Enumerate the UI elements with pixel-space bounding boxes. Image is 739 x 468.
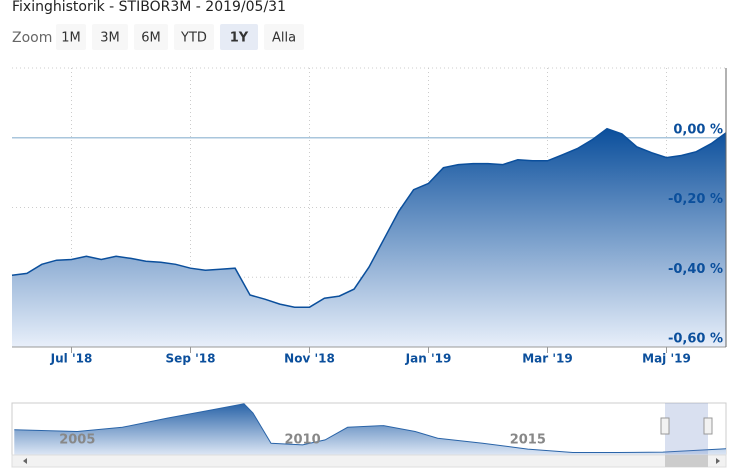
area-fill bbox=[12, 128, 726, 347]
y-tick-label: 0,00 % bbox=[673, 122, 723, 137]
chart-title: Fixinghistorik - STIBOR3M - 2019/05/31 bbox=[12, 0, 286, 15]
zoom-button[interactable] bbox=[264, 24, 304, 50]
zoom-buttons: 1M 3M 6M YTD 1Y Alla bbox=[56, 24, 304, 50]
y-tick-label: -0,20 % bbox=[668, 192, 723, 207]
zoom-button-label[interactable]: YTD bbox=[180, 31, 207, 46]
x-tick-label: Mar '19 bbox=[522, 352, 573, 366]
zoom-button-label[interactable]: 1Y bbox=[230, 31, 249, 46]
plot-area: Jul '18 Sep '18 Nov '18 Jan '19 Mar '19 Maj '… bbox=[11, 67, 727, 366]
zoom-button[interactable] bbox=[220, 24, 258, 50]
zoom-button[interactable] bbox=[174, 24, 214, 50]
navigator-selection[interactable] bbox=[665, 403, 708, 455]
x-tick-label: Jan '19 bbox=[405, 352, 452, 366]
x-tick-label: Nov '18 bbox=[284, 352, 335, 366]
scrollbar-thumb[interactable] bbox=[665, 455, 708, 467]
scroll-right-arrow[interactable] bbox=[716, 458, 720, 464]
navigator-line bbox=[14, 403, 727, 453]
navigator-handle-left[interactable] bbox=[660, 417, 670, 435]
navigator-tick-label: 2010 bbox=[284, 433, 320, 448]
navigator-handle-right[interactable] bbox=[703, 417, 713, 435]
navigator-tick-label: 2005 bbox=[59, 433, 95, 448]
navigator-tick-label: 2015 bbox=[510, 433, 546, 448]
navigator: 2005 2010 2015 bbox=[11, 402, 727, 468]
line bbox=[11, 127, 727, 308]
y-tick-label: -0,40 % bbox=[668, 262, 723, 277]
zoom-button[interactable] bbox=[134, 24, 168, 50]
navigator-area bbox=[14, 403, 726, 455]
zoom-button[interactable] bbox=[92, 24, 128, 50]
zoom-button-label[interactable]: 3M bbox=[100, 31, 120, 46]
scrollbar-track bbox=[11, 454, 727, 468]
x-tick-label: Maj '19 bbox=[642, 352, 691, 366]
zoom-label: Zoom bbox=[12, 30, 52, 46]
zoom-button-label[interactable]: Alla bbox=[272, 31, 296, 46]
zoom-button-label[interactable]: 1M bbox=[61, 31, 81, 46]
zoom-button[interactable] bbox=[56, 24, 86, 50]
x-tick-label: Jul '18 bbox=[50, 352, 93, 366]
scroll-left-arrow[interactable] bbox=[23, 458, 27, 464]
x-tick-label: Sep '18 bbox=[166, 352, 216, 366]
y-tick-label: -0,60 % bbox=[668, 332, 723, 347]
zoom-button-label[interactable]: 6M bbox=[141, 31, 161, 46]
